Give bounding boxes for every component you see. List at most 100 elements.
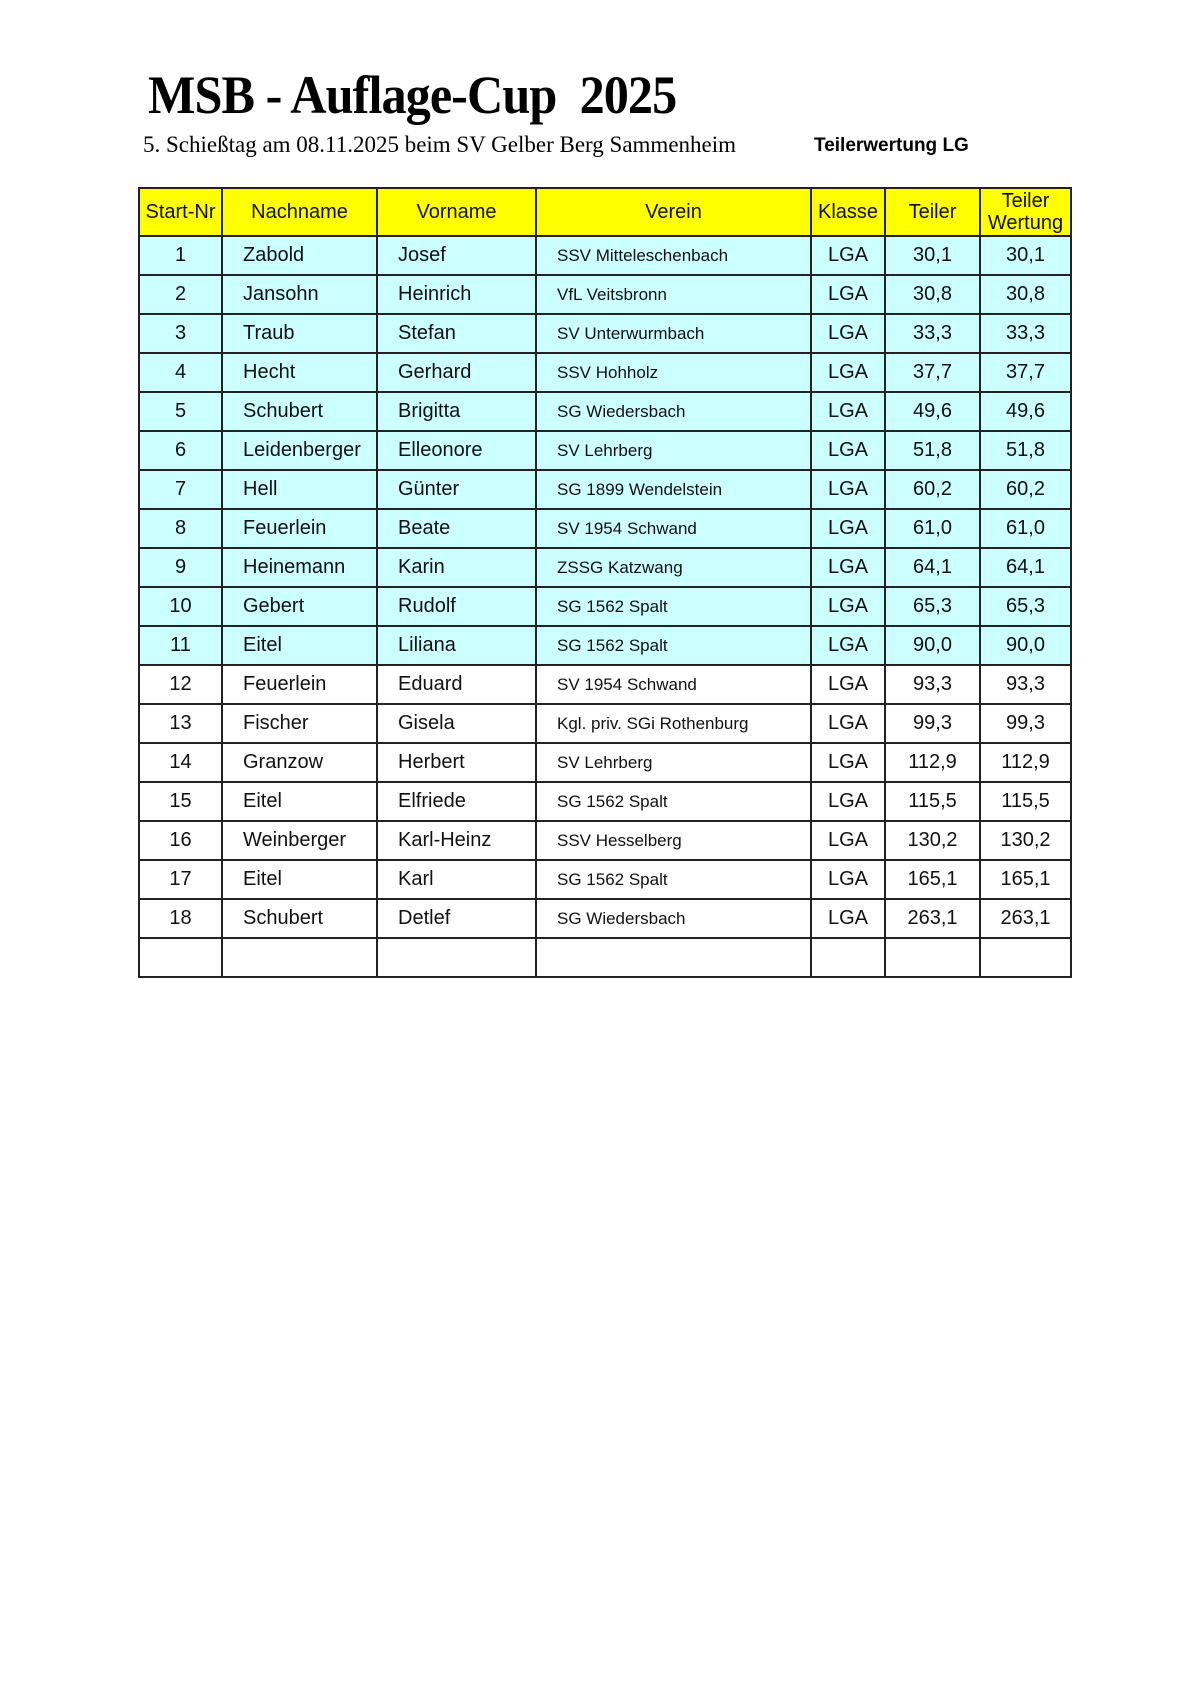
cell-verein: SG 1562 Spalt	[535, 625, 812, 666]
cell-teiler-wertung: 130,2	[979, 820, 1072, 861]
table-header-row: Start-Nr Nachname Vorname Verein Klasse Teile…	[138, 187, 1072, 237]
table-row: 16 Weinberger Karl-Heinz SSV Hesselberg LGA 1…	[138, 820, 1072, 861]
cell-teiler: 33,3	[884, 313, 981, 354]
cell-nachname: Eitel	[221, 625, 378, 666]
cell-vorname: Detlef	[376, 898, 537, 939]
cell-nachname: Traub	[221, 313, 378, 354]
cell-vorname: Karl-Heinz	[376, 820, 537, 861]
cell-teiler	[884, 937, 981, 978]
cell-teiler: 37,7	[884, 352, 981, 393]
cell-teiler: 99,3	[884, 703, 981, 744]
cell-vorname: Heinrich	[376, 274, 537, 315]
cell-vorname	[376, 937, 537, 978]
cell-teiler: 93,3	[884, 664, 981, 705]
cell-verein: SSV Mitteleschenbach	[535, 235, 812, 276]
cell-teiler-wertung: 115,5	[979, 781, 1072, 822]
cell-teiler-wertung: 263,1	[979, 898, 1072, 939]
column-header-nachname: Nachname	[221, 187, 378, 237]
cell-start-nr: 17	[138, 859, 223, 900]
cell-teiler: 90,0	[884, 625, 981, 666]
cell-verein: SV Lehrberg	[535, 430, 812, 471]
cell-vorname: Elleonore	[376, 430, 537, 471]
cell-teiler: 112,9	[884, 742, 981, 783]
cell-nachname: Eitel	[221, 859, 378, 900]
cell-verein: SV 1954 Schwand	[535, 664, 812, 705]
cell-teiler-wertung: 30,8	[979, 274, 1072, 315]
cell-nachname: Eitel	[221, 781, 378, 822]
table-row: 8 Feuerlein Beate SV 1954 Schwand LGA 61,0 61,…	[138, 508, 1072, 549]
cell-klasse: LGA	[810, 664, 886, 705]
cell-vorname: Eduard	[376, 664, 537, 705]
table-row: 4 Hecht Gerhard SSV Hohholz LGA 37,7 37,7	[138, 352, 1072, 393]
category-label: Teilerwertung LG	[814, 135, 969, 156]
cell-verein: SG Wiedersbach	[535, 898, 812, 939]
page-title: MSB - Auflage-Cup 2025	[148, 65, 677, 125]
cell-verein	[535, 937, 812, 978]
table-row: 3 Traub Stefan SV Unterwurmbach LGA 33,3 33,3	[138, 313, 1072, 354]
cell-verein: SG Wiedersbach	[535, 391, 812, 432]
cell-klasse: LGA	[810, 391, 886, 432]
cell-teiler: 49,6	[884, 391, 981, 432]
cell-start-nr	[138, 937, 223, 978]
cell-klasse: LGA	[810, 235, 886, 276]
cell-klasse: LGA	[810, 742, 886, 783]
cell-verein: SSV Hesselberg	[535, 820, 812, 861]
cell-teiler: 30,1	[884, 235, 981, 276]
cell-klasse: LGA	[810, 469, 886, 510]
table-row: 15 Eitel Elfriede SG 1562 Spalt LGA 115,5 115,…	[138, 781, 1072, 822]
cell-vorname: Herbert	[376, 742, 537, 783]
cell-start-nr: 7	[138, 469, 223, 510]
cell-start-nr: 14	[138, 742, 223, 783]
cell-vorname: Gisela	[376, 703, 537, 744]
table-row: 12 Feuerlein Eduard SV 1954 Schwand LGA 93,3 9…	[138, 664, 1072, 705]
cell-teiler-wertung: 112,9	[979, 742, 1072, 783]
table-row: 2 Jansohn Heinrich VfL Veitsbronn LGA 30,8 30,…	[138, 274, 1072, 315]
cell-start-nr: 6	[138, 430, 223, 471]
cell-start-nr: 4	[138, 352, 223, 393]
cell-vorname: Karl	[376, 859, 537, 900]
cell-klasse: LGA	[810, 625, 886, 666]
column-header-start-nr: Start-Nr	[138, 187, 223, 237]
cell-klasse: LGA	[810, 820, 886, 861]
cell-teiler-wertung: 64,1	[979, 547, 1072, 588]
cell-verein: SG 1562 Spalt	[535, 781, 812, 822]
cell-teiler: 130,2	[884, 820, 981, 861]
results-table: Start-Nr Nachname Vorname Verein Klasse Teile…	[138, 187, 1072, 978]
cell-klasse: LGA	[810, 508, 886, 549]
cell-nachname	[221, 937, 378, 978]
cell-klasse: LGA	[810, 898, 886, 939]
cell-nachname: Fischer	[221, 703, 378, 744]
cell-teiler: 51,8	[884, 430, 981, 471]
cell-verein: SV Lehrberg	[535, 742, 812, 783]
table-row: 10 Gebert Rudolf SG 1562 Spalt LGA 65,3 65,3	[138, 586, 1072, 627]
column-header-verein: Verein	[535, 187, 812, 237]
table-row: 9 Heinemann Karin ZSSG Katzwang LGA 64,1 64,1	[138, 547, 1072, 588]
table-row: 18 Schubert Detlef SG Wiedersbach LGA 263,1 26…	[138, 898, 1072, 939]
cell-teiler-wertung: 37,7	[979, 352, 1072, 393]
cell-teiler: 64,1	[884, 547, 981, 588]
cell-teiler: 60,2	[884, 469, 981, 510]
cell-klasse: LGA	[810, 430, 886, 471]
cell-start-nr: 18	[138, 898, 223, 939]
cell-nachname: Granzow	[221, 742, 378, 783]
table-row: 6 Leidenberger Elleonore SV Lehrberg LGA 51,8…	[138, 430, 1072, 471]
cell-start-nr: 8	[138, 508, 223, 549]
cell-nachname: Zabold	[221, 235, 378, 276]
cell-start-nr: 15	[138, 781, 223, 822]
table-row: 11 Eitel Liliana SG 1562 Spalt LGA 90,0 90,0	[138, 625, 1072, 666]
cell-klasse: LGA	[810, 274, 886, 315]
cell-klasse: LGA	[810, 703, 886, 744]
table-row: 17 Eitel Karl SG 1562 Spalt LGA 165,1 165,1	[138, 859, 1072, 900]
cell-vorname: Stefan	[376, 313, 537, 354]
cell-verein: VfL Veitsbronn	[535, 274, 812, 315]
cell-teiler: 115,5	[884, 781, 981, 822]
cell-vorname: Rudolf	[376, 586, 537, 627]
cell-klasse: LGA	[810, 313, 886, 354]
cell-teiler: 263,1	[884, 898, 981, 939]
cell-nachname: Jansohn	[221, 274, 378, 315]
cell-teiler-wertung: 165,1	[979, 859, 1072, 900]
cell-teiler-wertung: 60,2	[979, 469, 1072, 510]
cell-klasse: LGA	[810, 547, 886, 588]
cell-klasse: LGA	[810, 352, 886, 393]
cell-vorname: Karin	[376, 547, 537, 588]
